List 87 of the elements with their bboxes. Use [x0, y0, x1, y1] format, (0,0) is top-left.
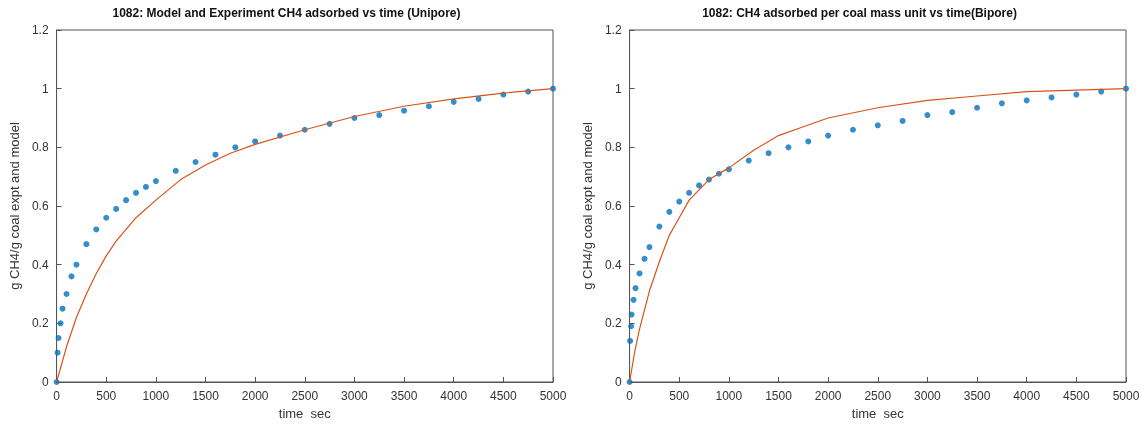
point: [401, 107, 408, 114]
x-tick-label: 5000: [1112, 389, 1140, 403]
y-tick-label: 0.2: [31, 316, 49, 331]
x-tick-label: 2500: [291, 389, 319, 403]
point: [113, 205, 120, 212]
y-tick-label: 0.4: [604, 257, 622, 272]
point: [899, 117, 906, 124]
point: [54, 349, 61, 356]
x-tick-label: 2000: [814, 389, 842, 403]
y-tick-label: 1.2: [604, 23, 622, 37]
point: [627, 337, 634, 344]
point: [656, 223, 663, 230]
x-tick-label: 3000: [914, 389, 942, 403]
point: [83, 241, 90, 248]
x-tick-label: 3500: [390, 389, 418, 403]
y-tick-label: 0.6: [31, 199, 49, 213]
y-axis-title: g CH4/g coal expt and model: [580, 122, 595, 290]
point: [63, 291, 70, 297]
x-tick-label: 0: [53, 389, 61, 403]
chart-title: 1082: Model and Experiment CH4 adsorbed vs time (Unipore): [112, 6, 461, 20]
y-tick-label: 1: [41, 81, 49, 96]
point: [425, 103, 432, 110]
point: [450, 98, 457, 105]
x-tick-label: 5000: [539, 389, 567, 403]
point: [998, 100, 1005, 107]
y-tick-label: 0.8: [604, 140, 622, 155]
point: [676, 198, 683, 205]
point: [252, 138, 259, 145]
x-tick-label: 2000: [241, 389, 269, 403]
x-tick-label: 1500: [192, 389, 220, 403]
point: [1048, 94, 1055, 101]
x-tick-label: 1500: [765, 389, 793, 403]
point: [785, 144, 792, 151]
point: [874, 122, 881, 129]
point: [68, 273, 75, 280]
y-tick-label: 0.2: [604, 316, 622, 331]
point: [123, 197, 130, 204]
point: [974, 104, 981, 111]
point: [924, 112, 931, 119]
point: [152, 178, 159, 185]
point: [641, 255, 648, 262]
x-tick-label: 500: [669, 389, 690, 403]
y-tick-label: 0: [41, 375, 49, 389]
x-tick-label: 3000: [341, 389, 369, 403]
y-tick-label: 0.4: [31, 257, 49, 272]
y-tick-label: 0.6: [604, 199, 622, 213]
point: [632, 285, 639, 292]
y-tick-label: 1.2: [31, 23, 49, 37]
point: [686, 189, 693, 196]
y-axis-title: g CH4/g coal expt and model: [7, 122, 22, 290]
point: [376, 112, 383, 119]
point: [192, 159, 199, 165]
x-tick-label: 500: [96, 389, 117, 403]
x-tick-label: 1000: [715, 389, 743, 403]
point: [73, 261, 80, 268]
point: [232, 144, 239, 151]
point: [849, 126, 856, 133]
point: [212, 151, 219, 158]
point: [949, 109, 956, 116]
point: [142, 183, 149, 190]
point: [630, 296, 637, 303]
point: [666, 208, 673, 215]
x-tick-label: 3500: [963, 389, 991, 403]
point: [133, 189, 140, 196]
y-tick-label: 0.8: [31, 140, 49, 155]
x-axis-title: time sec: [851, 405, 905, 421]
x-tick-label: 1000: [142, 389, 170, 403]
x-tick-label: 4500: [1063, 389, 1091, 403]
point: [646, 244, 653, 251]
y-tick-label: 0: [614, 375, 622, 389]
point: [103, 214, 110, 221]
y-tick-label: 1: [614, 81, 622, 96]
x-tick-label: 0: [626, 389, 634, 403]
point: [636, 270, 643, 277]
point: [628, 311, 635, 318]
x-tick-label: 4000: [440, 389, 468, 403]
x-axis-title: time sec: [278, 405, 332, 421]
x-tick-label: 2500: [864, 389, 892, 403]
chart-title: 1082: CH4 adsorbed per coal mass unit vs time(Bipore): [702, 6, 1017, 20]
point: [765, 150, 772, 157]
x-tick-label: 4000: [1013, 389, 1041, 403]
x-tick-label: 4500: [490, 389, 518, 403]
point: [628, 323, 635, 330]
point: [55, 335, 62, 341]
point: [172, 167, 179, 174]
point: [825, 132, 832, 139]
point: [1023, 97, 1030, 104]
